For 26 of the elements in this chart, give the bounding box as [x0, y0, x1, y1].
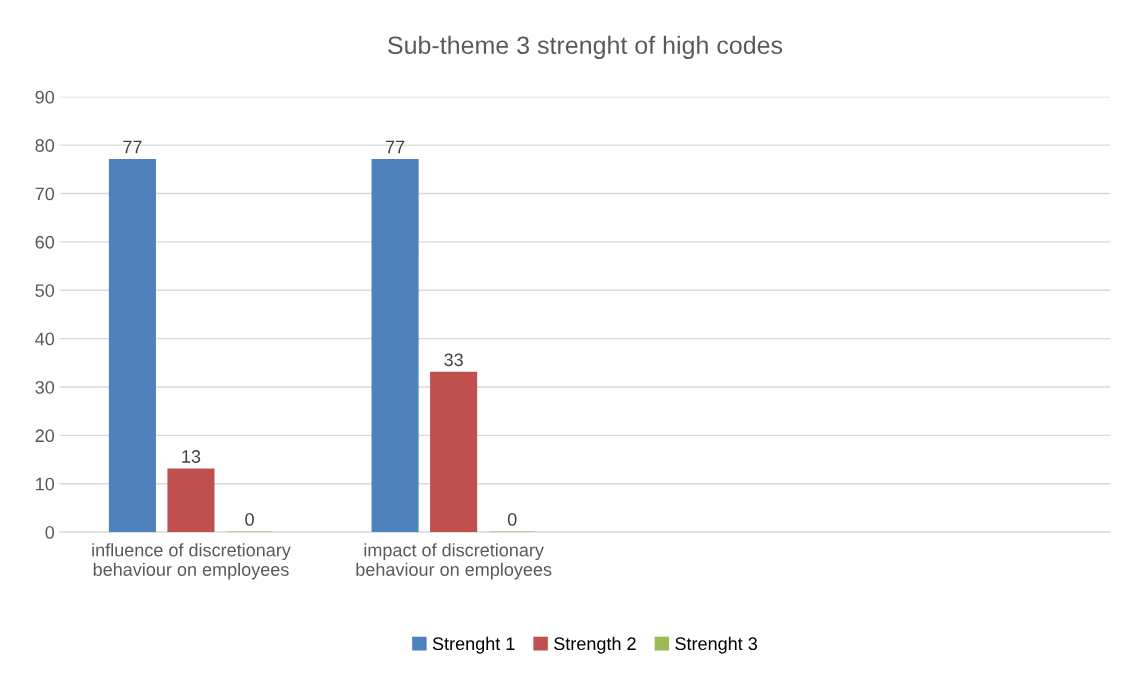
data-label: 0: [245, 512, 254, 526]
y-tick-label: 10: [36, 477, 55, 491]
y-tick-label: 50: [35, 284, 55, 297]
x-tick-label: influence of discretionary behaviour on employees: [92, 543, 291, 580]
bar: [108, 158, 156, 533]
y-tick-label: 0: [45, 526, 55, 539]
y-tick-label: 90: [35, 90, 55, 104]
data-label: 13: [182, 450, 201, 463]
data-label: 77: [123, 140, 142, 154]
y-tick-label: 80: [35, 139, 55, 152]
y-tick-label: 70: [35, 187, 55, 201]
bar: [430, 371, 478, 533]
bar: [371, 158, 419, 533]
legend-label: Strength 2: [554, 636, 636, 654]
x-tick-label: impact of discretionary behaviour on employees: [356, 543, 552, 580]
y-tick-label: 60: [35, 235, 55, 249]
legend-label: Strenght 3: [675, 636, 757, 654]
y-tick-label: 20: [35, 429, 55, 443]
bar: [167, 468, 215, 533]
y-tick-label: 40: [35, 332, 55, 346]
data-label: 33: [444, 353, 463, 367]
chart-title: Sub-theme 3 strenght of high codes: [388, 35, 783, 60]
y-tick-label: 30: [35, 380, 55, 394]
data-label: 0: [507, 512, 517, 526]
data-label: 77: [385, 140, 405, 154]
legend-label: Strenght 1: [432, 636, 515, 654]
